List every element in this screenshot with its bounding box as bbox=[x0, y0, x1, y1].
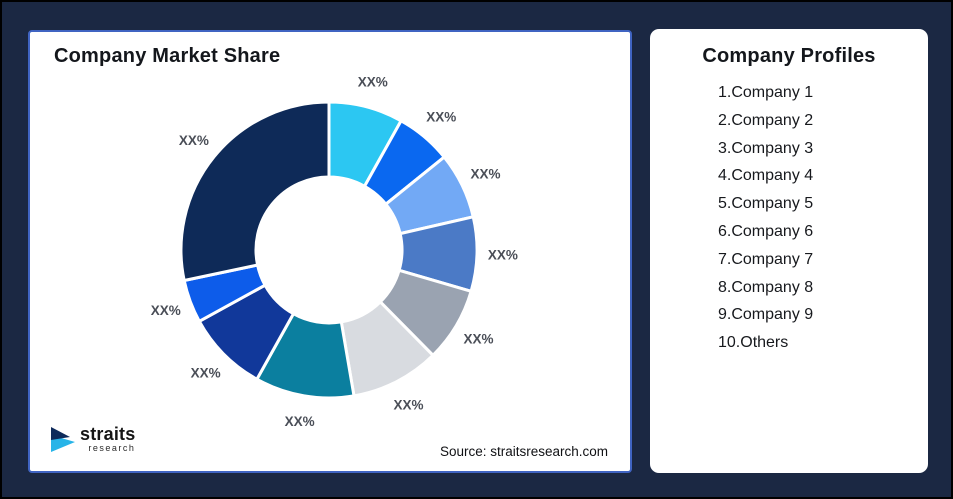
profile-list-item: 5.Company 5 bbox=[718, 195, 814, 213]
straits-logo: straits research bbox=[50, 425, 135, 453]
donut-segment-label: XX% bbox=[393, 398, 423, 413]
profiles-title: Company Profiles bbox=[702, 45, 876, 67]
donut-segment-label: XX% bbox=[191, 365, 221, 380]
donut-segment-label: XX% bbox=[470, 167, 500, 182]
profile-list-item: 1.Company 1 bbox=[718, 84, 814, 101]
chart-title: Company Market Share bbox=[54, 45, 281, 67]
donut-segment-label: XX% bbox=[488, 248, 518, 263]
profiles-list: 1.Company 1 2.Company 2 3.Company 3 4.Compa… bbox=[718, 79, 813, 357]
profile-list-item: 8.Company 8 bbox=[718, 278, 814, 296]
profile-list-item: 9.Company 9 bbox=[718, 306, 814, 324]
profile-list-item: 6.Company 6 bbox=[718, 222, 814, 240]
profile-list-item: 10.Others bbox=[718, 334, 789, 352]
logo-brand-text: straits bbox=[80, 424, 136, 444]
profile-list-item: 7.Company 7 bbox=[718, 250, 814, 268]
donut-segment-label: XX% bbox=[426, 110, 456, 125]
profile-list-item: 2.Company 2 bbox=[718, 111, 814, 129]
logo-wordmark: straits research bbox=[80, 425, 135, 453]
company-profiles-card: Company Profiles 1.Company 1 2.Company 2 3… bbox=[650, 29, 928, 473]
market-share-card: Company Market Share XX% XX% XX% XX% XX% XX% X… bbox=[28, 30, 632, 473]
donut-segment-label: XX% bbox=[358, 74, 388, 89]
donut-segment-label: XX% bbox=[285, 414, 315, 429]
donut-segment-label: XX% bbox=[179, 133, 209, 148]
donut-chart: XX% XX% XX% XX% XX% XX% XX% XX% XX% XX% bbox=[151, 74, 518, 429]
logo-sub-text: research bbox=[88, 443, 136, 453]
profile-list-item: 4.Company 4 bbox=[718, 167, 814, 185]
profile-list-item: 3.Company 3 bbox=[718, 139, 814, 157]
source-text: Source: straitsresearch.com bbox=[439, 444, 608, 459]
donut-segment-label: XX% bbox=[151, 303, 181, 318]
donut-segment-others bbox=[179, 100, 331, 282]
donut-segment-label: XX% bbox=[463, 332, 493, 347]
straits-logo-icon bbox=[51, 427, 75, 452]
